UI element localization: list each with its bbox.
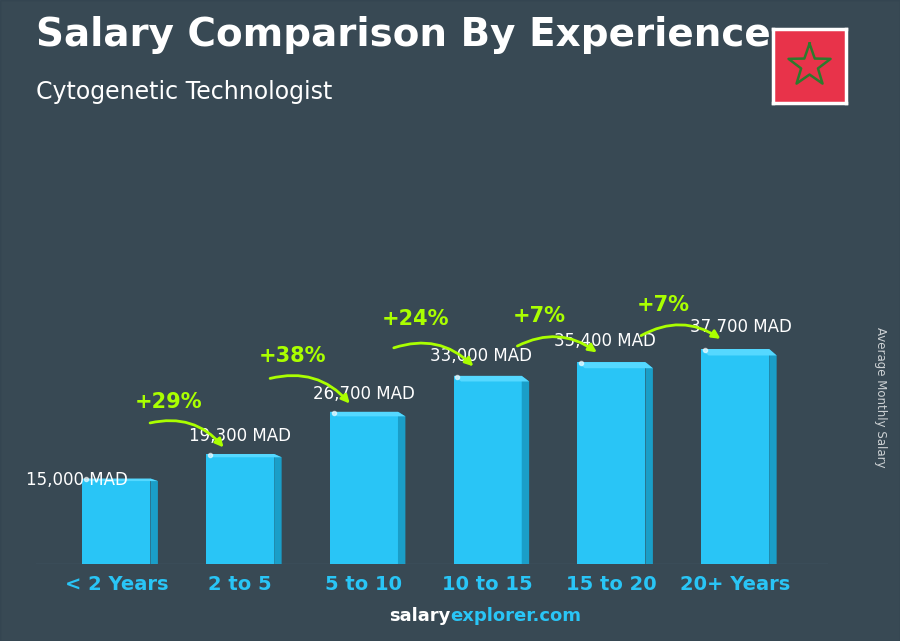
Polygon shape (398, 412, 405, 564)
Bar (206, 454, 274, 564)
Polygon shape (454, 376, 529, 381)
Polygon shape (83, 479, 158, 481)
Polygon shape (330, 412, 405, 417)
Text: +7%: +7% (637, 295, 690, 315)
Text: Salary Comparison By Experience: Salary Comparison By Experience (36, 16, 770, 54)
Bar (578, 362, 645, 564)
Text: Cytogenetic Technologist: Cytogenetic Technologist (36, 80, 332, 104)
Polygon shape (206, 454, 282, 457)
Text: 15,000 MAD: 15,000 MAD (26, 470, 128, 489)
Text: explorer.com: explorer.com (450, 607, 581, 625)
Polygon shape (645, 362, 652, 564)
Text: 26,700 MAD: 26,700 MAD (313, 385, 415, 403)
Text: 19,300 MAD: 19,300 MAD (189, 427, 292, 445)
Polygon shape (274, 454, 282, 564)
Text: salary: salary (389, 607, 450, 625)
Polygon shape (578, 362, 652, 368)
Bar (454, 376, 522, 564)
Bar (83, 479, 150, 564)
Text: 37,700 MAD: 37,700 MAD (690, 318, 792, 336)
Text: 35,400 MAD: 35,400 MAD (554, 332, 656, 350)
Text: Average Monthly Salary: Average Monthly Salary (874, 327, 886, 468)
Polygon shape (522, 376, 529, 564)
Polygon shape (701, 349, 777, 356)
Bar (701, 349, 770, 564)
Text: +29%: +29% (135, 392, 202, 412)
Text: +24%: +24% (382, 309, 450, 329)
Text: +7%: +7% (513, 306, 566, 326)
Polygon shape (150, 479, 158, 564)
Text: +38%: +38% (258, 346, 326, 366)
Bar (330, 412, 398, 564)
Text: 33,000 MAD: 33,000 MAD (430, 347, 533, 365)
Polygon shape (770, 349, 777, 564)
